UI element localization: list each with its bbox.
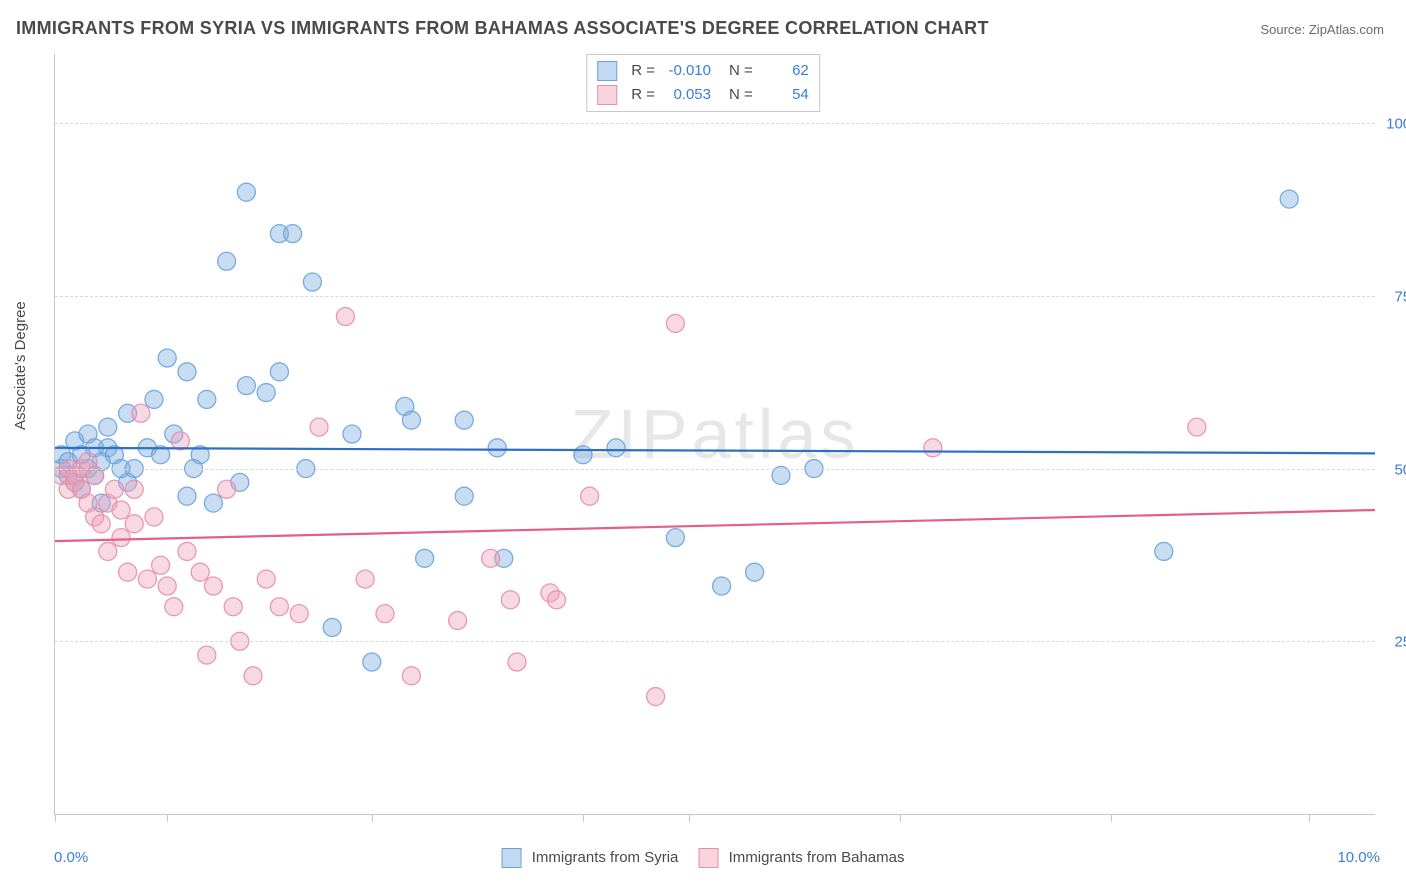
n-value-syria: 62 [761, 59, 809, 83]
x-tick [167, 814, 168, 822]
n-value-bahamas: 54 [761, 83, 809, 107]
gridline-h: 25.0% [55, 641, 1375, 642]
y-tick-label: 100.0% [1381, 116, 1406, 133]
scatter-svg [55, 54, 1375, 814]
y-tick-label: 25.0% [1381, 634, 1406, 651]
x-tick [583, 814, 584, 822]
x-axis-max-label: 10.0% [1337, 849, 1380, 866]
y-axis-label: Associate's Degree [12, 301, 29, 430]
x-tick [372, 814, 373, 822]
chart-plot-area: ZIPatlas 25.0%50.0%75.0%100.0% [54, 54, 1375, 815]
swatch-bahamas-icon [698, 848, 718, 868]
legend-label-syria: Immigrants from Syria [532, 849, 679, 866]
n-label: N = [729, 59, 753, 83]
x-tick [900, 814, 901, 822]
r-value-syria: -0.010 [663, 59, 711, 83]
x-tick [1111, 814, 1112, 822]
legend-label-bahamas: Immigrants from Bahamas [729, 849, 905, 866]
swatch-syria-icon [597, 61, 617, 81]
swatch-syria-icon [502, 848, 522, 868]
x-axis-min-label: 0.0% [54, 849, 88, 866]
r-label: R = [631, 83, 655, 107]
legend-item-bahamas: Immigrants from Bahamas [698, 848, 904, 868]
x-tick [55, 814, 56, 822]
x-tick [1309, 814, 1310, 822]
gridline-h: 100.0% [55, 123, 1375, 124]
x-tick [689, 814, 690, 822]
legend-stats-row-syria: R = -0.010 N = 62 [597, 59, 809, 83]
source-attribution: Source: ZipAtlas.com [1260, 22, 1384, 37]
y-tick-label: 75.0% [1381, 288, 1406, 305]
gridline-h: 75.0% [55, 296, 1375, 297]
chart-title: IMMIGRANTS FROM SYRIA VS IMMIGRANTS FROM… [16, 18, 989, 39]
legend-stats-row-bahamas: R = 0.053 N = 54 [597, 83, 809, 107]
legend-series: Immigrants from Syria Immigrants from Ba… [502, 848, 905, 868]
source-name: ZipAtlas.com [1309, 22, 1384, 37]
r-value-bahamas: 0.053 [663, 83, 711, 107]
n-label: N = [729, 83, 753, 107]
gridline-h: 50.0% [55, 469, 1375, 470]
source-prefix: Source: [1260, 22, 1308, 37]
legend-stats: R = -0.010 N = 62 R = 0.053 N = 54 [586, 54, 820, 112]
r-label: R = [631, 59, 655, 83]
y-tick-label: 50.0% [1381, 461, 1406, 478]
swatch-bahamas-icon [597, 85, 617, 105]
legend-item-syria: Immigrants from Syria [502, 848, 679, 868]
